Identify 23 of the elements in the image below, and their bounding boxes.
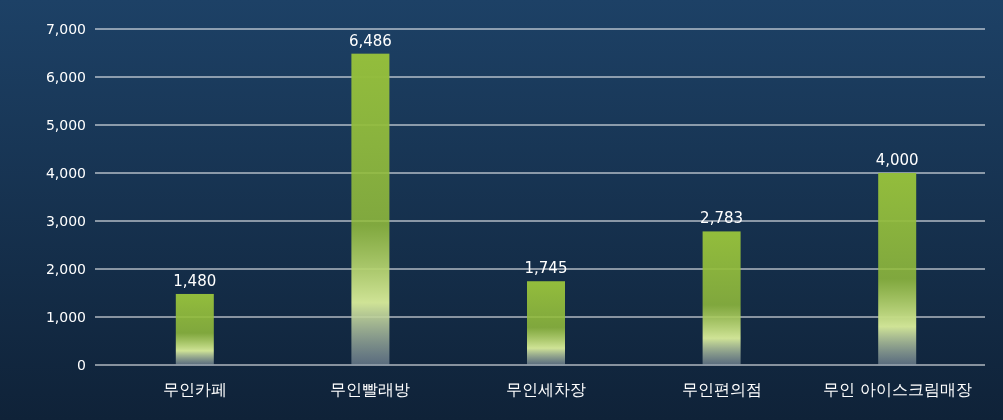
data-label: 1,745 (524, 259, 568, 278)
y-tick-label: 4,000 (45, 165, 86, 181)
bar (878, 173, 917, 365)
x-tick-label: 무인편의점 (681, 380, 762, 399)
bar (527, 281, 565, 365)
y-tick-label: 0 (77, 357, 86, 373)
y-tick-label: 2,000 (45, 261, 86, 277)
data-label: 6,486 (348, 31, 392, 50)
data-label: 4,000 (875, 151, 919, 169)
data-label: 1,480 (173, 271, 217, 290)
x-tick-label: 무인세차장 (506, 380, 586, 399)
y-tick-label: 1,000 (45, 309, 86, 325)
bar (702, 231, 741, 365)
x-tick-label: 무인 아이스크림매장 (822, 380, 972, 399)
y-tick-label: 6,000 (45, 69, 86, 85)
y-tick-label: 7,000 (45, 21, 86, 37)
y-tick-label: 5,000 (45, 117, 86, 133)
y-tick-label: 3,000 (45, 213, 86, 229)
bar (175, 293, 214, 365)
x-tick-label: 무인빨래방 (330, 380, 411, 399)
data-label: 2,783 (700, 209, 744, 228)
bar (351, 53, 390, 365)
x-tick-label: 무인카페 (162, 380, 227, 399)
